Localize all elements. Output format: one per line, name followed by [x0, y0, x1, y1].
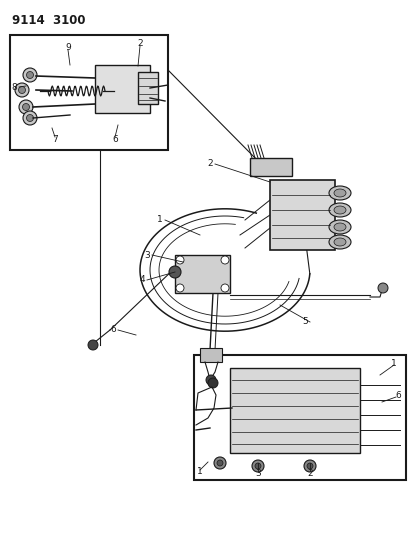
Circle shape [23, 68, 37, 82]
Circle shape [252, 460, 264, 472]
Circle shape [304, 460, 316, 472]
Circle shape [15, 83, 29, 97]
Circle shape [206, 375, 216, 385]
Text: 3: 3 [255, 469, 261, 478]
Ellipse shape [329, 203, 351, 217]
Text: 8: 8 [11, 83, 17, 92]
Circle shape [18, 86, 25, 93]
Text: 4: 4 [139, 276, 145, 285]
Bar [250, 158, 292, 176]
Text: 5: 5 [302, 318, 308, 327]
Circle shape [307, 463, 313, 469]
Text: 7: 7 [52, 135, 58, 144]
Circle shape [221, 284, 229, 292]
Circle shape [26, 71, 34, 78]
Bar [95, 65, 150, 113]
Circle shape [26, 115, 34, 122]
Circle shape [88, 340, 98, 350]
Text: 6: 6 [112, 135, 118, 144]
Text: 2: 2 [207, 159, 213, 168]
Ellipse shape [334, 238, 346, 246]
Circle shape [208, 378, 218, 388]
Bar [10, 35, 168, 150]
Ellipse shape [334, 206, 346, 214]
Ellipse shape [329, 235, 351, 249]
Circle shape [176, 256, 184, 264]
Ellipse shape [334, 189, 346, 197]
Text: 2: 2 [137, 39, 143, 49]
Text: 1: 1 [157, 215, 163, 224]
Text: 3: 3 [144, 251, 150, 260]
Bar [175, 255, 230, 293]
Bar [200, 348, 222, 362]
Circle shape [176, 284, 184, 292]
Circle shape [23, 111, 37, 125]
Circle shape [169, 266, 181, 278]
Ellipse shape [334, 223, 346, 231]
Ellipse shape [329, 220, 351, 234]
Circle shape [221, 256, 229, 264]
Text: 9114  3100: 9114 3100 [12, 14, 85, 27]
Circle shape [255, 463, 261, 469]
Bar [194, 355, 406, 480]
Ellipse shape [329, 186, 351, 200]
Bar [138, 72, 158, 104]
Circle shape [378, 283, 388, 293]
Circle shape [214, 457, 226, 469]
Circle shape [217, 460, 223, 466]
Circle shape [23, 103, 30, 110]
Text: 1: 1 [391, 359, 397, 367]
Text: 2: 2 [307, 469, 313, 478]
Bar [230, 368, 360, 453]
Text: 1: 1 [197, 467, 203, 477]
Circle shape [19, 100, 33, 114]
Bar [270, 180, 335, 250]
Text: 6: 6 [395, 391, 401, 400]
Text: 9: 9 [65, 44, 71, 52]
Text: 6: 6 [110, 326, 116, 335]
